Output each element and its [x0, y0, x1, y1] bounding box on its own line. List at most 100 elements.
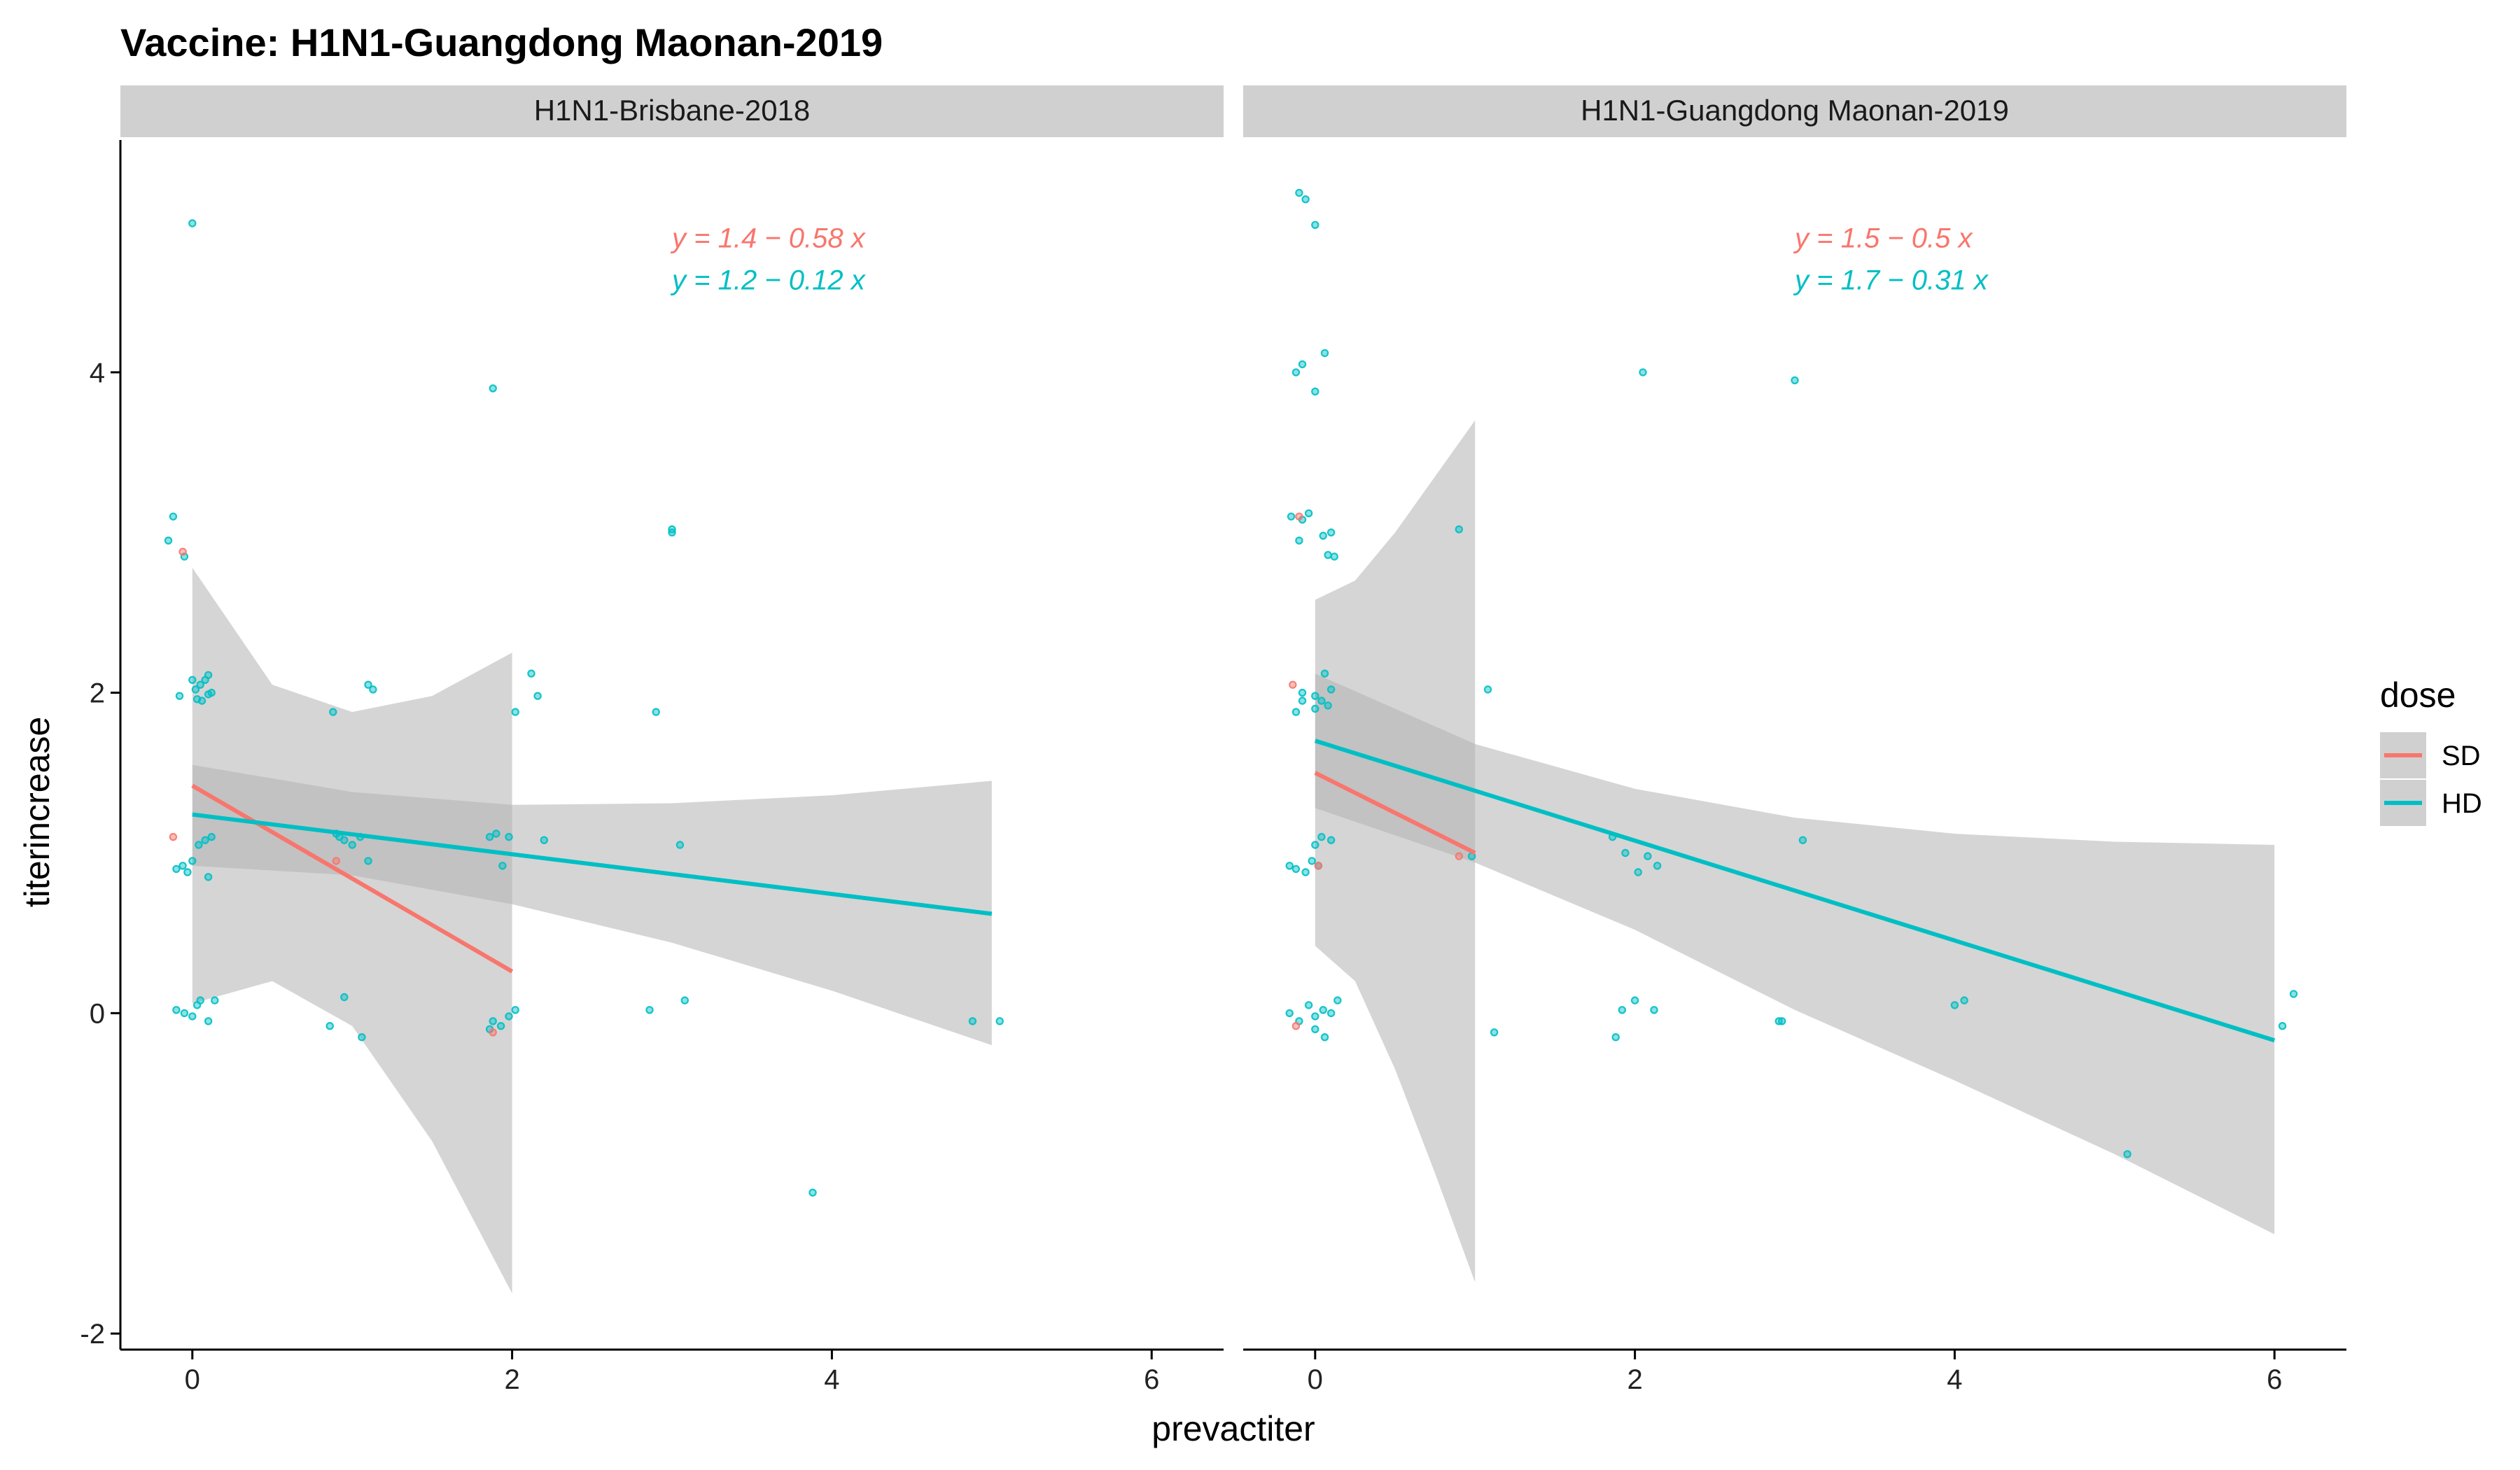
data-point-hd: [348, 841, 356, 849]
data-point-hd: [485, 832, 494, 841]
regression-line-hd: [1314, 738, 2276, 1043]
data-point-hd: [329, 708, 337, 716]
data-point-hd: [175, 692, 184, 700]
x-tick-label: 2: [504, 1364, 519, 1395]
data-point-hd: [511, 1006, 519, 1014]
x-axis-title: prevactiter: [1152, 1409, 1315, 1448]
data-point-hd: [498, 862, 507, 870]
data-point-hd: [1301, 868, 1310, 876]
data-point-hd: [207, 688, 216, 697]
data-point-hd: [995, 1017, 1004, 1026]
data-point-hd: [1298, 696, 1307, 705]
data-point-hd: [496, 1021, 505, 1030]
data-point-hd: [533, 692, 542, 700]
data-point-hd: [1319, 1006, 1327, 1014]
data-point-hd: [195, 841, 203, 849]
data-point-hd: [1298, 688, 1307, 697]
confidence-band-hd: [192, 764, 992, 1046]
x-tick-label: 6: [1144, 1364, 1159, 1395]
facet-strip-label: H1N1-Guangdong Maonan-2019: [1581, 94, 2009, 127]
data-point-hd: [2278, 1021, 2287, 1030]
regression-line-hd: [192, 812, 993, 916]
data-point-hd: [1292, 708, 1301, 716]
data-point-hd: [1304, 509, 1313, 518]
data-point-hd: [364, 857, 372, 865]
data-point-hd: [540, 836, 549, 844]
legend: dose SD HD: [2380, 676, 2482, 826]
data-point-hd: [204, 873, 213, 881]
data-point-hd: [1650, 1006, 1658, 1014]
data-point-hd: [1311, 841, 1320, 849]
data-point-hd: [196, 680, 204, 689]
data-point-sd: [1455, 852, 1463, 860]
data-point-hd: [191, 685, 200, 694]
y-axis-title: titerincrease: [18, 717, 57, 907]
confidence-band-sd: [192, 568, 512, 1294]
data-point-sd: [332, 857, 340, 865]
data-point-hd: [1301, 195, 1310, 204]
data-point-hd: [1324, 701, 1332, 710]
data-point-hd: [1311, 220, 1320, 229]
facet-strip-background: [120, 85, 1224, 137]
data-point-hd: [180, 1009, 189, 1018]
regression-equation-hd: y = 1.2 − 0.12 x: [670, 265, 867, 295]
data-point-hd: [968, 1017, 977, 1026]
data-point-hd: [340, 993, 349, 1002]
data-point-hd: [1317, 696, 1326, 705]
regression-line-sd: [1314, 771, 1476, 855]
data-point-hd: [358, 1032, 366, 1042]
data-point-hd: [188, 1012, 197, 1021]
data-point-sd: [489, 1028, 497, 1037]
data-point-hd: [1285, 862, 1294, 870]
data-point-hd: [1311, 692, 1320, 700]
y-tick-label: 4: [90, 358, 105, 388]
data-point-hd: [1320, 669, 1329, 678]
regression-equation-sd: y = 1.4 − 0.58 x: [670, 223, 867, 253]
data-point-hd: [204, 1017, 213, 1026]
data-point-hd: [505, 832, 513, 841]
data-point-hd: [2123, 1150, 2132, 1158]
data-point-sd: [1295, 512, 1303, 521]
x-tick-label: 4: [1947, 1364, 1962, 1395]
data-point-hd: [1326, 685, 1336, 694]
data-point-sd: [1289, 680, 1297, 689]
data-point-hd: [1334, 996, 1342, 1004]
data-point-hd: [197, 696, 206, 705]
data-point-hd: [188, 857, 197, 865]
confidence-band-sd: [1315, 420, 1476, 1282]
data-point-hd: [1292, 864, 1301, 874]
facet-panel-1: H1N1-Brisbane-2018 y = 1.4 − 0.58 x y = 1.…: [80, 85, 1224, 1395]
data-point-hd: [1960, 996, 1968, 1004]
data-point-hd: [169, 512, 178, 521]
data-point-hd: [1320, 1032, 1329, 1042]
data-point-hd: [511, 708, 519, 716]
data-point-hd: [1298, 360, 1307, 369]
data-point-hd: [340, 836, 349, 844]
data-point-hd: [1317, 832, 1326, 841]
data-point-hd: [207, 832, 216, 841]
regression-equation-hd: y = 1.7 − 0.31 x: [1793, 265, 1989, 295]
facet-panels: H1N1-Brisbane-2018 y = 1.4 − 0.58 x y = 1.…: [80, 85, 2346, 1395]
data-point-hd: [1295, 536, 1303, 545]
x-tick-label: 0: [1308, 1364, 1323, 1395]
data-point-hd: [808, 1188, 817, 1197]
data-point-hd: [1798, 836, 1807, 844]
data-point-hd: [1295, 188, 1303, 197]
data-point-hd: [492, 830, 500, 838]
data-point-hd: [1326, 836, 1336, 844]
data-point-hd: [1326, 1009, 1336, 1018]
regression-line-sd: [191, 783, 514, 974]
data-point-hd: [164, 536, 173, 545]
data-point-hd: [1791, 376, 1799, 385]
legend-title: dose: [2380, 676, 2456, 715]
data-point-hd: [645, 1006, 654, 1014]
data-point-hd: [676, 841, 685, 849]
data-point-hd: [196, 996, 204, 1004]
data-point-hd: [188, 219, 197, 227]
data-point-sd: [1292, 1021, 1301, 1030]
data-point-hd: [201, 836, 209, 844]
data-point-hd: [680, 996, 690, 1004]
data-point-hd: [1630, 996, 1639, 1004]
data-point-hd: [1285, 1009, 1294, 1018]
